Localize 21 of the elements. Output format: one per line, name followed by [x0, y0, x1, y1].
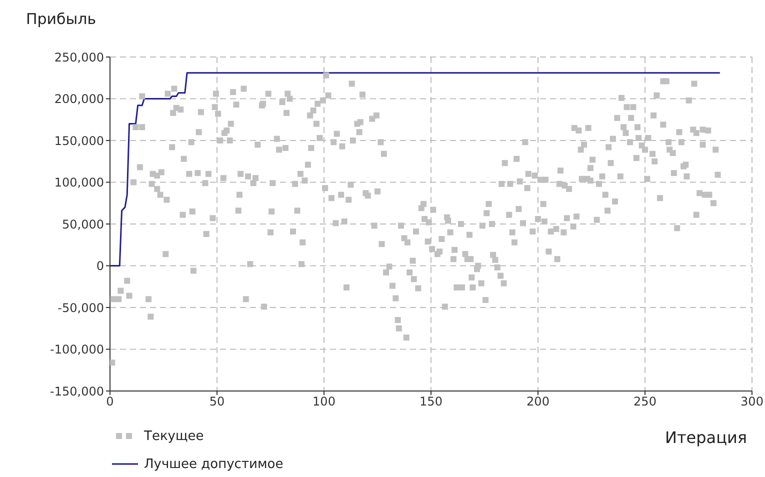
x-tick-label: 200	[526, 394, 550, 409]
y-tick-label: -150,000	[50, 384, 104, 398]
x-tick-label: 50	[209, 394, 225, 409]
y-tick-label: -100,000	[50, 342, 104, 357]
x-axis-title: Итерация	[664, 428, 747, 447]
y-tick-label: 250,000	[54, 50, 104, 64]
legend-label: Лучшее допустимое	[144, 456, 284, 472]
x-tick-label: 0	[106, 394, 114, 409]
y-axis-title: Прибыль	[26, 10, 96, 28]
y-tick-label: 50,000	[62, 217, 104, 232]
x-tick-label: 300	[740, 394, 764, 409]
y-tick-label: 150,000	[54, 134, 104, 148]
x-tick-label: 150	[420, 394, 442, 409]
y-tick-label: 200,000	[54, 92, 104, 106]
legend-label: Текущее	[144, 428, 204, 444]
line-series	[110, 72, 721, 266]
x-tick-label: 250	[634, 394, 656, 409]
y-tick-label: 0	[96, 259, 104, 274]
x-tick-label: 100	[312, 394, 336, 409]
y-tick-label: 100,000	[54, 176, 104, 190]
y-tick-label: -50,000	[58, 300, 104, 315]
